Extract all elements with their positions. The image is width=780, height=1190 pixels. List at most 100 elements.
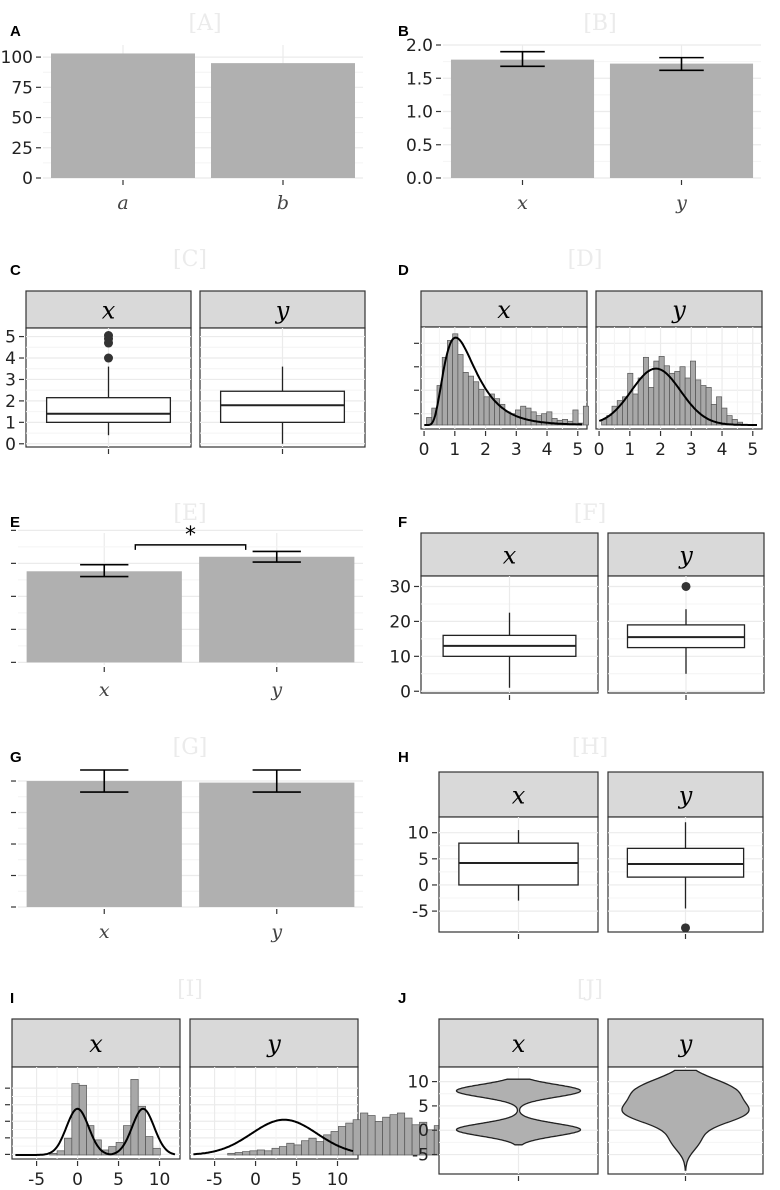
panel-d-facet-y-hist-bar — [642, 356, 649, 426]
panel-h-facet-x-strip-label: x — [512, 782, 526, 810]
panel-h: [H] Hx -5 0 5 10 y — [398, 735, 764, 939]
panel-i-facet-y-hist-bar — [293, 1144, 302, 1156]
panel-i-facet-x-xtick-label: 5 — [113, 1170, 124, 1190]
panel-g: [G] Gx y — [10, 735, 363, 943]
panel-d-facet-y-hist-bar — [627, 372, 634, 426]
panel-d-facet-y-xtick-label: 0 — [594, 440, 605, 460]
panel-h-label: H — [398, 749, 409, 766]
xtick-label-a: a — [117, 192, 128, 214]
panel-d-facet-y-hist-bar — [648, 387, 655, 426]
xtick-label-b: b — [277, 192, 289, 214]
bar-y — [199, 782, 355, 907]
panel-d-facet-x-hist-bar — [462, 372, 469, 426]
panel-a-ytick-label: 25 — [11, 139, 33, 159]
panel-d-facet-y-hist-bar — [637, 377, 644, 426]
panel-i-facet-y-strip — [189, 1018, 359, 1068]
panel-c-label: C — [10, 262, 21, 279]
xtick-label-x: x — [99, 921, 110, 943]
panel-i-facet-y-hist-bar — [234, 1152, 243, 1156]
panel-b-ytick-label: 0.5 — [406, 136, 433, 156]
panel-d: [D]Dx0 1 2 3 4 5y0 1 2 3 4 5 — [398, 247, 763, 460]
panel-i-facet-y-hist-bar — [256, 1149, 265, 1156]
panel-d-facet-y-xtick-label: 4 — [717, 440, 728, 460]
xtick-label-y: y — [270, 921, 282, 943]
panel-c-ytick-label: 1 — [5, 413, 16, 433]
panel-i-facet-y-density-line — [193, 1118, 354, 1156]
panel-i-facet-y-hist-bar — [337, 1126, 347, 1156]
panel-i-facet-y-hist-bar — [286, 1142, 295, 1156]
panel-d-label: D — [398, 262, 409, 279]
panel-i-facet-y-xtick-label: -5 — [206, 1170, 223, 1190]
panel-c-facet-x-strip — [25, 290, 192, 329]
panel-c-facet-y-box — [219, 390, 346, 423]
panel-c-facet-x-outlier — [104, 331, 113, 341]
panel-j-ytick-label: 0 — [418, 1121, 429, 1141]
panel-c-ytick-label: 0 — [5, 435, 16, 455]
xtick-label-x: x — [99, 679, 110, 701]
panel-b-ytick-label: 1.0 — [406, 103, 433, 123]
panel-i-facet-y-hist-bar — [264, 1150, 273, 1156]
panel-i-facet-y-hist-bar — [389, 1114, 398, 1156]
panel-h-facet-y-box — [626, 847, 745, 878]
panel-i-facet-x-hist-bar — [137, 1105, 146, 1156]
panel-a-ytick-label: 0 — [22, 169, 33, 189]
panel-i-facet-x-density-line — [15, 1107, 176, 1156]
panel-c-ytick-label: 4 — [5, 349, 16, 369]
panel-d-facet-x-strip — [420, 290, 588, 328]
panel-c-facet-x-box — [45, 397, 172, 423]
panel-f-ytick-label: 20 — [389, 612, 411, 632]
panel-h-ytick-label: -5 — [412, 902, 429, 922]
significance-label: * — [185, 523, 196, 548]
panel-j-facet-y-violin — [621, 1069, 750, 1171]
panel-d-facet-y-xtick-label: 2 — [655, 440, 666, 460]
panel-b-watermark: [B] — [583, 11, 616, 36]
panel-d-facet-x-xtick-label: 3 — [511, 440, 522, 460]
panel-f-label: F — [398, 514, 407, 531]
panel-i-facet-x-hist-bar — [71, 1083, 80, 1156]
panel-h-ytick-label: 10 — [407, 824, 429, 844]
panel-d-facet-x-hist-bar — [452, 333, 459, 426]
panel-h-facet-x-box — [458, 842, 579, 886]
panel-d-facet-y-xtick-label: 1 — [624, 440, 635, 460]
panel-a-ytick-label: 75 — [11, 78, 33, 98]
panel-i-facet-x-strip-label: x — [89, 1030, 103, 1058]
panel-i-facet-x-hist-bar — [64, 1137, 73, 1156]
panel-f-ytick-label: 30 — [389, 577, 411, 597]
panel-d-facet-y-strip — [595, 290, 763, 328]
panel-i-facet-y-hist-bar — [242, 1151, 251, 1156]
panel-j-ytick-label: -5 — [412, 1146, 429, 1166]
xtick-label-y: y — [675, 192, 687, 214]
panel-h-facet-y-outlier — [681, 923, 690, 933]
panel-b: [B] Bx y 0.0 0.5 1.0 1.5 2.0 — [398, 11, 761, 214]
panel-d-facet-x-strip-label: x — [497, 296, 511, 324]
panel-i-facet-y-strip-label: y — [266, 1030, 281, 1058]
panel-i-facet-x-hist-bar — [152, 1147, 161, 1156]
panel-f-ytick-label: 10 — [389, 647, 411, 667]
panel-e-label: E — [10, 514, 20, 531]
panel-i-facet-y-hist-bar — [382, 1116, 391, 1156]
panel-d-facet-x-hist-bar — [572, 409, 579, 426]
panel-i: [I] Ix -5 0 5 10 y -5 0 5 10 — [5, 977, 494, 1190]
panel-f-facet-y-strip — [607, 532, 765, 577]
panel-i-facet-y-xtick-label: 5 — [291, 1170, 302, 1190]
panel-i-facet-y-hist-bar — [352, 1119, 361, 1156]
panel-d-facet-x-density-line — [424, 336, 582, 426]
panel-i-facet-x-hist-bar — [56, 1150, 65, 1156]
panel-d-facet-x-hist-bar — [520, 405, 527, 426]
panel-h-ytick-label: 0 — [418, 876, 429, 896]
panel-i-facet-x-xtick-label: -5 — [28, 1170, 45, 1190]
panel-c-facet-x-strip-label: x — [102, 297, 116, 325]
panel-d-facet-y-xtick-label: 5 — [747, 440, 758, 460]
panel-f-facet-x-strip-label: x — [503, 542, 517, 570]
xtick-label-y: y — [270, 679, 282, 701]
panel-d-facet-y-hist-bar — [695, 379, 702, 426]
panel-d-facet-x-xtick-label: 4 — [542, 440, 553, 460]
bar-x — [26, 781, 182, 907]
panel-j-facet-x-violin — [455, 1078, 582, 1146]
panel-d-facet-y-hist-bar — [716, 396, 723, 426]
panel-i-facet-y-hist-bar — [278, 1146, 288, 1156]
panel-a: [A] Aa b 0 25 50 75 100 — [1, 11, 363, 214]
panel-g-watermark: [G] — [173, 735, 208, 760]
panel-g-label: G — [10, 749, 22, 766]
